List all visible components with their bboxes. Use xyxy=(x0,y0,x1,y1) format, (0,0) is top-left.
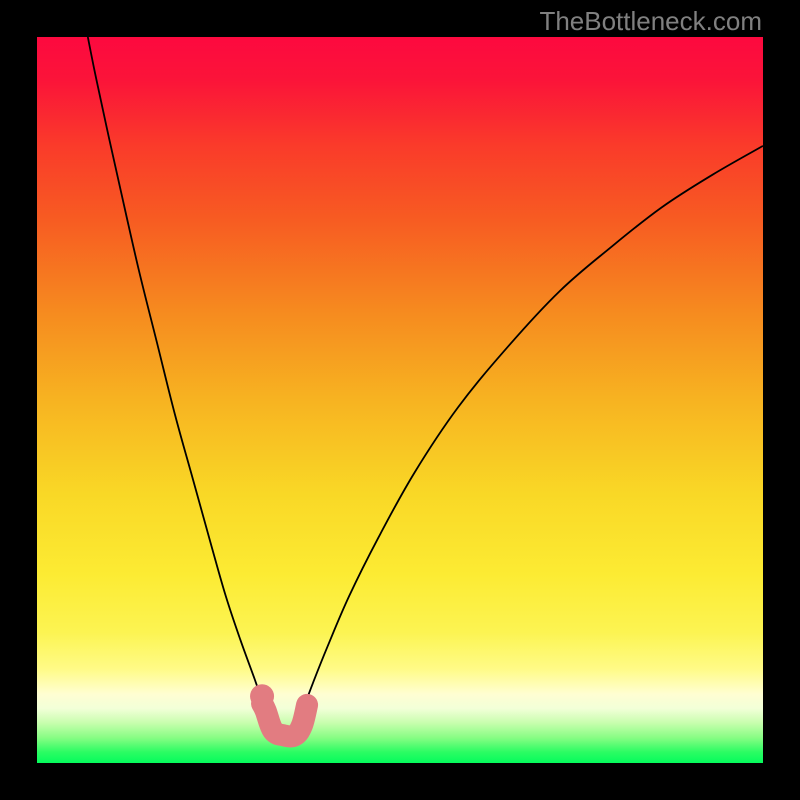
plot-area xyxy=(37,37,763,763)
gradient-background xyxy=(37,37,763,763)
watermark-text: TheBottleneck.com xyxy=(539,6,762,37)
chart-container: TheBottleneck.com xyxy=(0,0,800,800)
plot-svg xyxy=(37,37,763,763)
